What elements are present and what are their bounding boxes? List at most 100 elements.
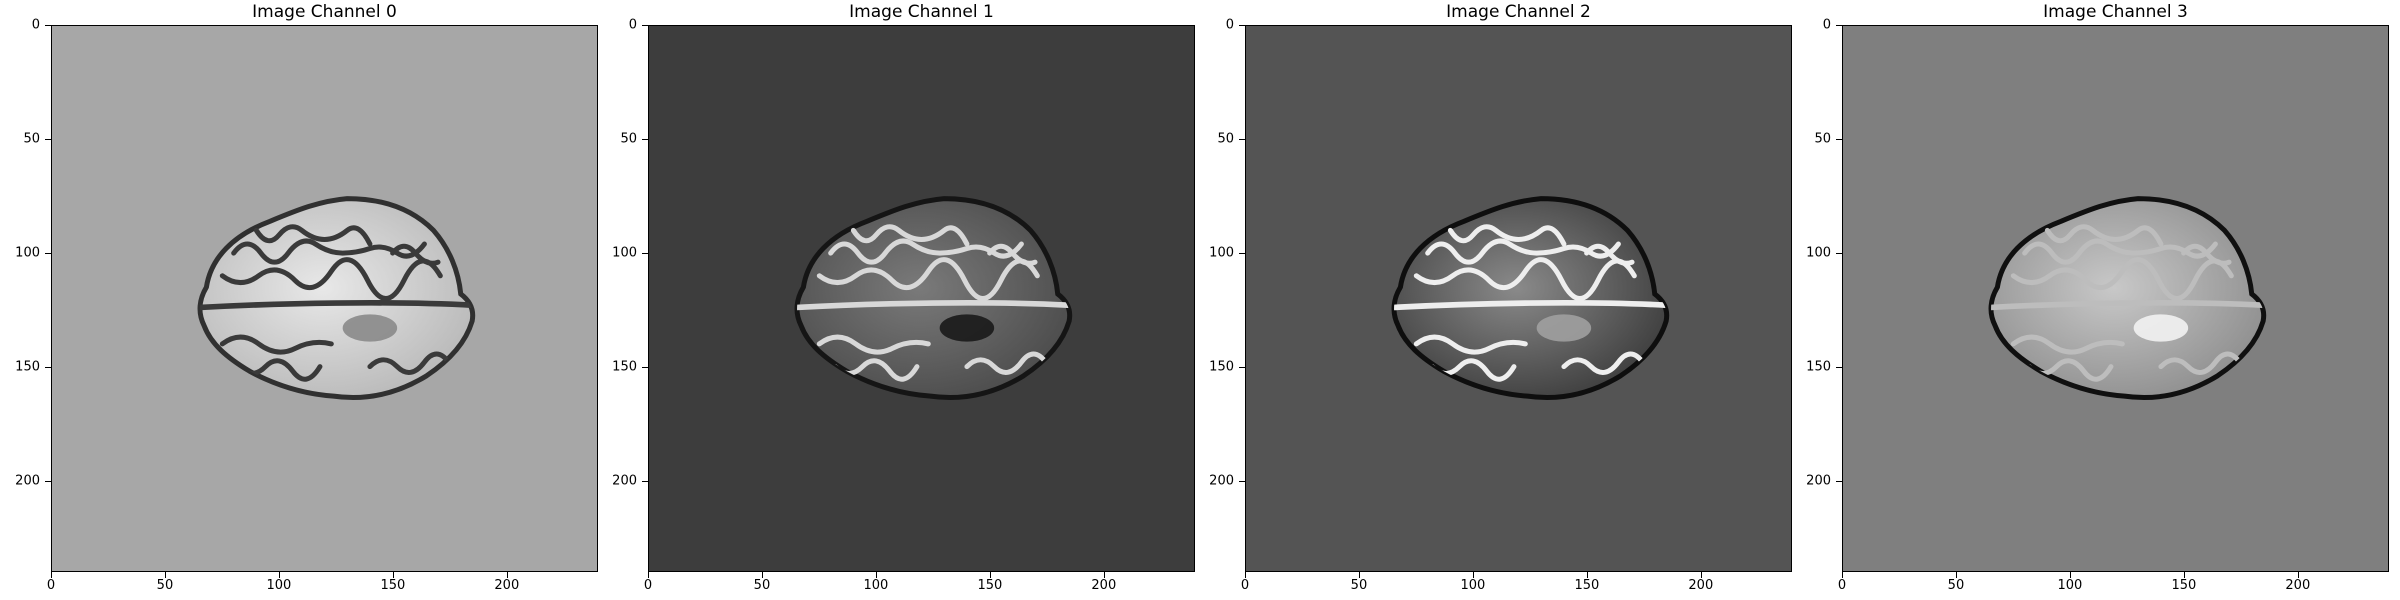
x-tick-mark (648, 572, 649, 578)
midline-fissure (797, 300, 1070, 311)
x-tick-mark (1472, 572, 1474, 578)
y-tick-label: 100 (612, 245, 637, 261)
y-tick-mark (642, 480, 648, 482)
y-tick-label: 150 (612, 359, 637, 375)
x-tick-label: 150 (2171, 578, 2197, 593)
image-panel-3: Image Channel 3 0 50 100 150 200 0 50 100 150 200 (1791, 0, 2391, 600)
x-tick-mark (164, 572, 166, 578)
x-tick-label: 100 (2057, 578, 2083, 593)
y-tick-mark (1239, 480, 1245, 482)
x-tick-label: 0 (1837, 578, 1847, 593)
sulcus-line (816, 334, 931, 355)
midline-fissure (1394, 300, 1667, 311)
y-tick-label: 50 (620, 131, 637, 147)
y-tick-label: 200 (612, 473, 637, 489)
sulcus-line (964, 351, 1052, 375)
x-tick-label: 50 (156, 578, 174, 593)
y-tick-label: 0 (1225, 17, 1234, 33)
panel-title: Image Channel 1 (849, 2, 994, 22)
y-tick-mark (1836, 138, 1842, 140)
y-tick-mark (1239, 252, 1245, 254)
panel-title: Image Channel 0 (252, 2, 397, 22)
y-tick-mark (45, 138, 51, 140)
x-tick-mark (1245, 572, 1246, 578)
x-tick-mark (2297, 572, 2299, 578)
sulcus-line (816, 257, 1040, 301)
sulcus-line (1561, 351, 1649, 375)
sulcus-line (1413, 257, 1637, 301)
image-panel-2: Image Channel 2 0 50 100 150 200 0 50 100 150 200 (1194, 0, 1794, 600)
x-tick-label: 50 (1947, 578, 1965, 593)
image-frame (648, 25, 1195, 572)
sulcus-line (2181, 243, 2232, 266)
x-tick-mark (1358, 572, 1360, 578)
y-tick-mark (1239, 366, 1245, 368)
mri-slice-image (52, 26, 597, 571)
y-tick-label: 50 (23, 131, 40, 147)
x-tick-label: 150 (380, 578, 406, 593)
y-tick-label: 50 (1814, 131, 1831, 147)
lesion-region (1536, 314, 1592, 342)
x-tick-label: 200 (1688, 578, 1714, 593)
x-tick-label: 50 (753, 578, 771, 593)
x-tick-label: 0 (1240, 578, 1250, 593)
y-tick-label: 50 (1217, 131, 1234, 147)
x-tick-label: 100 (266, 578, 292, 593)
sulcus-line (2010, 334, 2125, 355)
x-tick-mark (2183, 572, 2185, 578)
image-frame (1842, 25, 2389, 572)
sulcus-line (850, 224, 970, 247)
x-tick-mark (2069, 572, 2071, 578)
sulcus-line (219, 334, 334, 355)
y-tick-label: 100 (15, 245, 40, 261)
x-tick-label: 100 (1460, 578, 1486, 593)
y-tick-mark (642, 25, 648, 26)
lesion-region (2133, 314, 2189, 342)
x-tick-mark (761, 572, 763, 578)
y-tick-mark (1239, 138, 1245, 140)
x-tick-label: 100 (863, 578, 889, 593)
image-panel-0: Image Channel 0 0 50 100 150 200 0 50 100 150 200 (0, 0, 600, 600)
y-tick-mark (642, 138, 648, 140)
y-tick-label: 0 (1822, 17, 1831, 33)
x-tick-mark (1955, 572, 1957, 578)
x-tick-label: 0 (643, 578, 653, 593)
y-tick-mark (642, 252, 648, 254)
lesion-region (939, 314, 995, 342)
x-tick-label: 150 (977, 578, 1003, 593)
sulcus-line (2044, 224, 2164, 247)
x-tick-mark (1586, 572, 1588, 578)
image-frame (1245, 25, 1792, 572)
y-tick-mark (45, 252, 51, 254)
image-frame (51, 25, 598, 572)
x-tick-label: 200 (1091, 578, 1117, 593)
x-tick-mark (506, 572, 508, 578)
x-tick-mark (392, 572, 394, 578)
x-tick-mark (1842, 572, 1843, 578)
x-tick-mark (875, 572, 877, 578)
y-tick-mark (45, 366, 51, 368)
x-tick-mark (1700, 572, 1702, 578)
midline-fissure (1991, 300, 2264, 311)
y-tick-mark (45, 480, 51, 482)
sulcus-line (1447, 224, 1567, 247)
sulcus-line (253, 224, 373, 247)
x-tick-label: 200 (494, 578, 520, 593)
sulcus-line (2158, 351, 2246, 375)
y-tick-label: 150 (1806, 359, 1831, 375)
y-tick-label: 150 (1209, 359, 1234, 375)
sulcus-line (367, 351, 455, 375)
y-tick-label: 200 (1806, 473, 1831, 489)
sulcus-line (390, 243, 441, 266)
midline-fissure (200, 300, 473, 311)
image-panel-1: Image Channel 1 0 50 100 150 200 0 50 100 150 200 (597, 0, 1197, 600)
x-tick-mark (1103, 572, 1105, 578)
y-tick-mark (1836, 366, 1842, 368)
mri-slice-image (1246, 26, 1791, 571)
y-tick-mark (1836, 25, 1842, 26)
sulcus-line (2010, 257, 2234, 301)
x-tick-label: 200 (2285, 578, 2311, 593)
sulcus-line (219, 257, 443, 301)
y-tick-label: 150 (15, 359, 40, 375)
x-tick-label: 150 (1574, 578, 1600, 593)
